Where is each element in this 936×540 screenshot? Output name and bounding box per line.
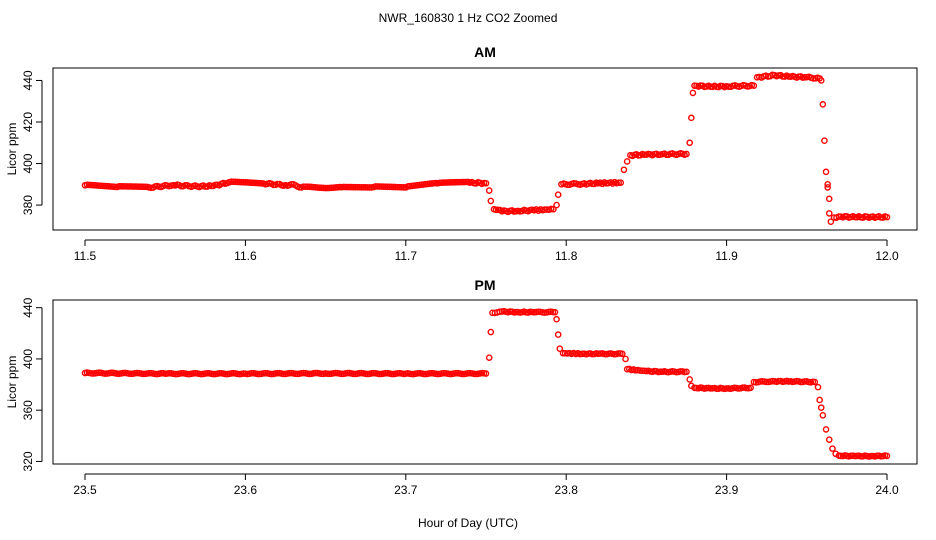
data-point <box>817 404 825 411</box>
data-point <box>829 445 836 452</box>
data-point <box>550 205 557 213</box>
data-point <box>825 195 833 203</box>
data-point <box>686 139 694 147</box>
panel-pm-axes: 23.5 23.6 23.7 23.8 23.9 24.0 320 360 400 440 <box>21 297 899 497</box>
data-point <box>556 345 564 352</box>
y-tick-label: 420 <box>21 112 35 132</box>
panel-pm: PM Licor ppm 23.5 23.6 23.7 23.8 23.9 24.0 320… <box>5 277 918 497</box>
panel-am-data-points <box>81 71 891 225</box>
figure-xlabel: Hour of Day (UTC) <box>418 516 518 530</box>
data-point <box>816 396 823 404</box>
y-tick-label: 440 <box>21 70 35 90</box>
data-point <box>824 181 831 188</box>
data-point <box>822 426 830 433</box>
data-point <box>482 370 490 377</box>
data-point <box>619 350 626 358</box>
x-tick-label: 11.5 <box>74 249 97 263</box>
data-point <box>551 308 559 316</box>
data-point <box>821 137 828 144</box>
x-tick-label: 11.9 <box>715 249 738 263</box>
data-point <box>541 206 549 213</box>
data-point <box>482 179 490 187</box>
y-tick-label: 440 <box>21 297 35 317</box>
data-point <box>883 213 891 221</box>
x-tick-label: 23.9 <box>715 483 739 497</box>
x-tick-label: 11.6 <box>234 249 257 263</box>
data-point <box>485 354 493 361</box>
data-point <box>811 378 819 386</box>
data-point <box>824 184 831 191</box>
y-tick-label: 400 <box>21 349 35 369</box>
panel-am-plot-frame <box>52 67 918 231</box>
panel-am-title: AM <box>474 44 496 60</box>
panel-pm-ylabel: Licor ppm <box>5 356 19 409</box>
x-tick-label: 23.6 <box>234 483 258 497</box>
data-point <box>683 150 690 158</box>
x-tick-label: 23.5 <box>73 483 97 497</box>
panel-pm-data-points <box>81 307 891 460</box>
data-point <box>485 187 493 194</box>
figure-title: NWR_160830 1 Hz CO2 Zoomed <box>379 11 558 25</box>
data-point <box>496 308 503 316</box>
x-tick-label: 12.0 <box>875 249 899 263</box>
data-point <box>617 179 625 186</box>
data-point <box>688 114 695 122</box>
data-point <box>825 210 833 217</box>
data-point <box>683 368 690 376</box>
data-point <box>620 166 628 174</box>
data-point <box>819 101 827 108</box>
data-point <box>638 367 646 375</box>
x-tick-label: 23.7 <box>394 483 418 497</box>
y-tick-label: 320 <box>21 451 35 471</box>
y-tick-label: 380 <box>21 195 35 215</box>
data-point <box>623 158 631 165</box>
data-point <box>553 315 560 323</box>
data-point <box>747 384 754 392</box>
y-tick-label: 360 <box>21 400 35 420</box>
data-point <box>827 218 835 225</box>
data-point <box>883 452 891 460</box>
data-point <box>554 331 562 338</box>
data-point <box>487 328 495 336</box>
x-tick-label: 24.0 <box>875 483 899 497</box>
data-point <box>686 376 694 383</box>
data-point <box>814 383 822 391</box>
x-tick-label: 11.7 <box>395 249 418 263</box>
x-tick-label: 11.8 <box>555 249 578 263</box>
y-tick-label: 400 <box>21 153 35 173</box>
data-point <box>559 349 567 357</box>
data-point <box>822 168 830 176</box>
panel-am-axes: 11.5 11.6 11.7 11.8 11.9 12.0 380 400 420 440 <box>21 70 899 263</box>
panel-pm-title: PM <box>475 277 496 293</box>
data-point <box>817 77 825 84</box>
data-point <box>554 191 562 198</box>
data-point <box>622 355 629 363</box>
panel-pm-plot-frame <box>52 299 918 465</box>
data-point <box>819 412 827 419</box>
x-tick-label: 23.8 <box>555 483 579 497</box>
data-point <box>825 436 833 443</box>
data-point <box>689 89 697 97</box>
panel-am-ylabel: Licor ppm <box>5 123 19 176</box>
data-point <box>750 82 758 89</box>
panel-am: AM Licor ppm 11.5 11.6 11.7 11.8 11.9 12.0 380… <box>5 44 918 263</box>
data-point <box>553 201 560 209</box>
data-point <box>487 197 495 205</box>
